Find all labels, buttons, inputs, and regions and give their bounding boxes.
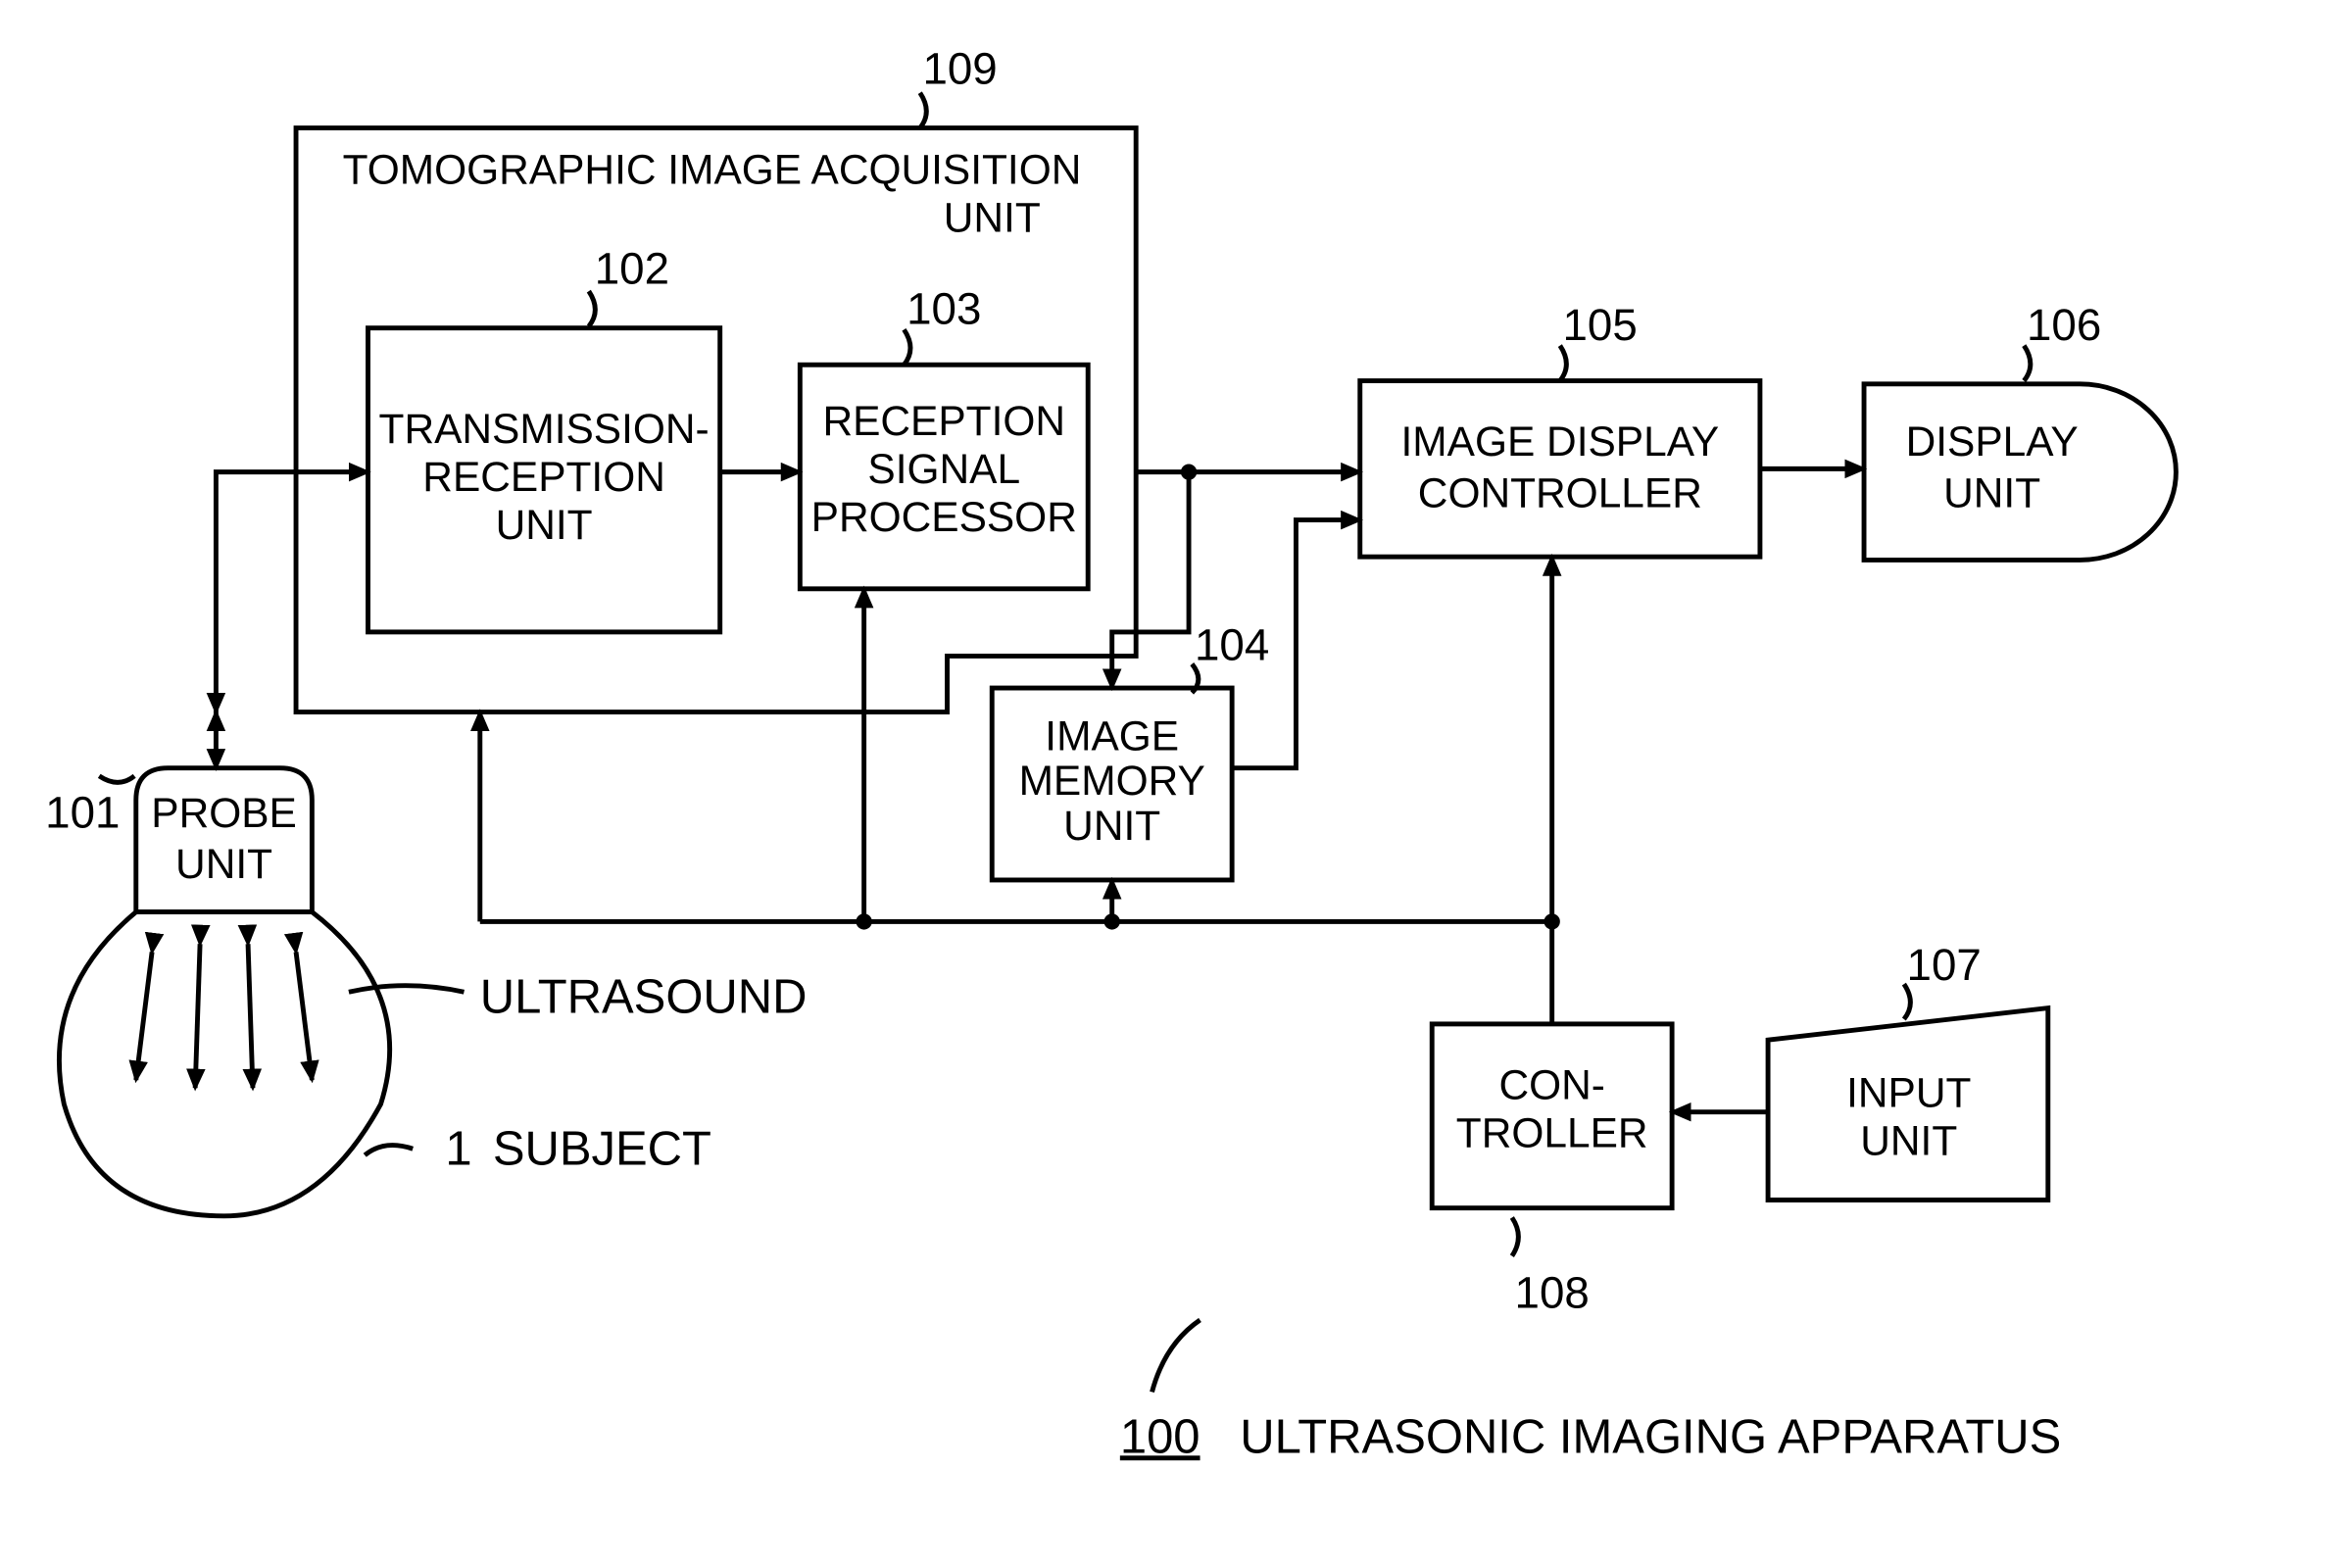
input-line1: INPUT	[1846, 1070, 1971, 1116]
rsp-line3: PROCESSOR	[811, 494, 1077, 540]
edge-frame-to-txrx	[216, 472, 368, 712]
ultrasound-label: ULTRASOUND	[480, 970, 808, 1023]
controller-line1: CON-	[1498, 1061, 1604, 1107]
ref-105: 105	[1563, 300, 1638, 350]
subject-label: SUBJECT	[493, 1122, 711, 1175]
ref-106: 106	[2027, 300, 2101, 350]
ref-102: 102	[595, 244, 669, 294]
subject-shape	[59, 912, 389, 1216]
leader-109	[920, 93, 927, 128]
ref-108: 108	[1515, 1268, 1590, 1318]
ref-107: 107	[1907, 940, 1982, 990]
txrx-line3: UNIT	[496, 502, 593, 548]
leader-107	[1904, 984, 1911, 1019]
rsp-line2: SIGNAL	[867, 446, 1020, 492]
imem-line3: UNIT	[1063, 803, 1160, 849]
leader-105	[1560, 346, 1567, 381]
ref-109: 109	[922, 44, 997, 94]
imem-line2: MEMORY	[1019, 758, 1205, 804]
apparatus-label: ULTRASONIC IMAGING APPARATUS	[1240, 1410, 2061, 1463]
input-line2: UNIT	[1860, 1118, 1957, 1164]
idc-line2: CONTROLLER	[1418, 469, 1702, 515]
ref-104: 104	[1195, 619, 1269, 669]
tomographic-title-line2: UNIT	[944, 195, 1041, 241]
ref-100: 100	[1120, 1410, 1200, 1463]
display-line2: UNIT	[1943, 469, 2040, 515]
rsp-line1: RECEPTION	[822, 398, 1065, 444]
leader-104	[1192, 664, 1199, 693]
leader-103	[904, 329, 910, 365]
ref-103: 103	[906, 283, 981, 333]
idc-line1: IMAGE DISPLAY	[1401, 418, 1720, 465]
tomographic-title-line1: TOMOGRAPHIC IMAGE ACQUISITION	[343, 147, 1082, 193]
probe-line1: PROBE	[151, 790, 297, 836]
display-line1: DISPLAY	[1906, 418, 2079, 465]
block-diagram: TOMOGRAPHIC IMAGE ACQUISITION UNIT TRANS…	[0, 0, 2352, 1568]
leader-106	[2024, 346, 2031, 381]
leader-ultrasound	[349, 986, 465, 993]
leader-101	[99, 776, 134, 783]
controller-line2: TROLLER	[1456, 1109, 1648, 1155]
probe-line2: UNIT	[175, 841, 272, 887]
txrx-line2: RECEPTION	[422, 454, 665, 500]
imem-line1: IMAGE	[1045, 713, 1179, 760]
leader-100	[1152, 1320, 1200, 1392]
leader-102	[589, 291, 596, 326]
ref-1: 1	[445, 1122, 471, 1175]
txrx-line1: TRANSMISSION-	[379, 406, 710, 452]
ref-101: 101	[45, 788, 120, 838]
leader-1	[365, 1146, 413, 1155]
leader-108	[1512, 1217, 1519, 1255]
